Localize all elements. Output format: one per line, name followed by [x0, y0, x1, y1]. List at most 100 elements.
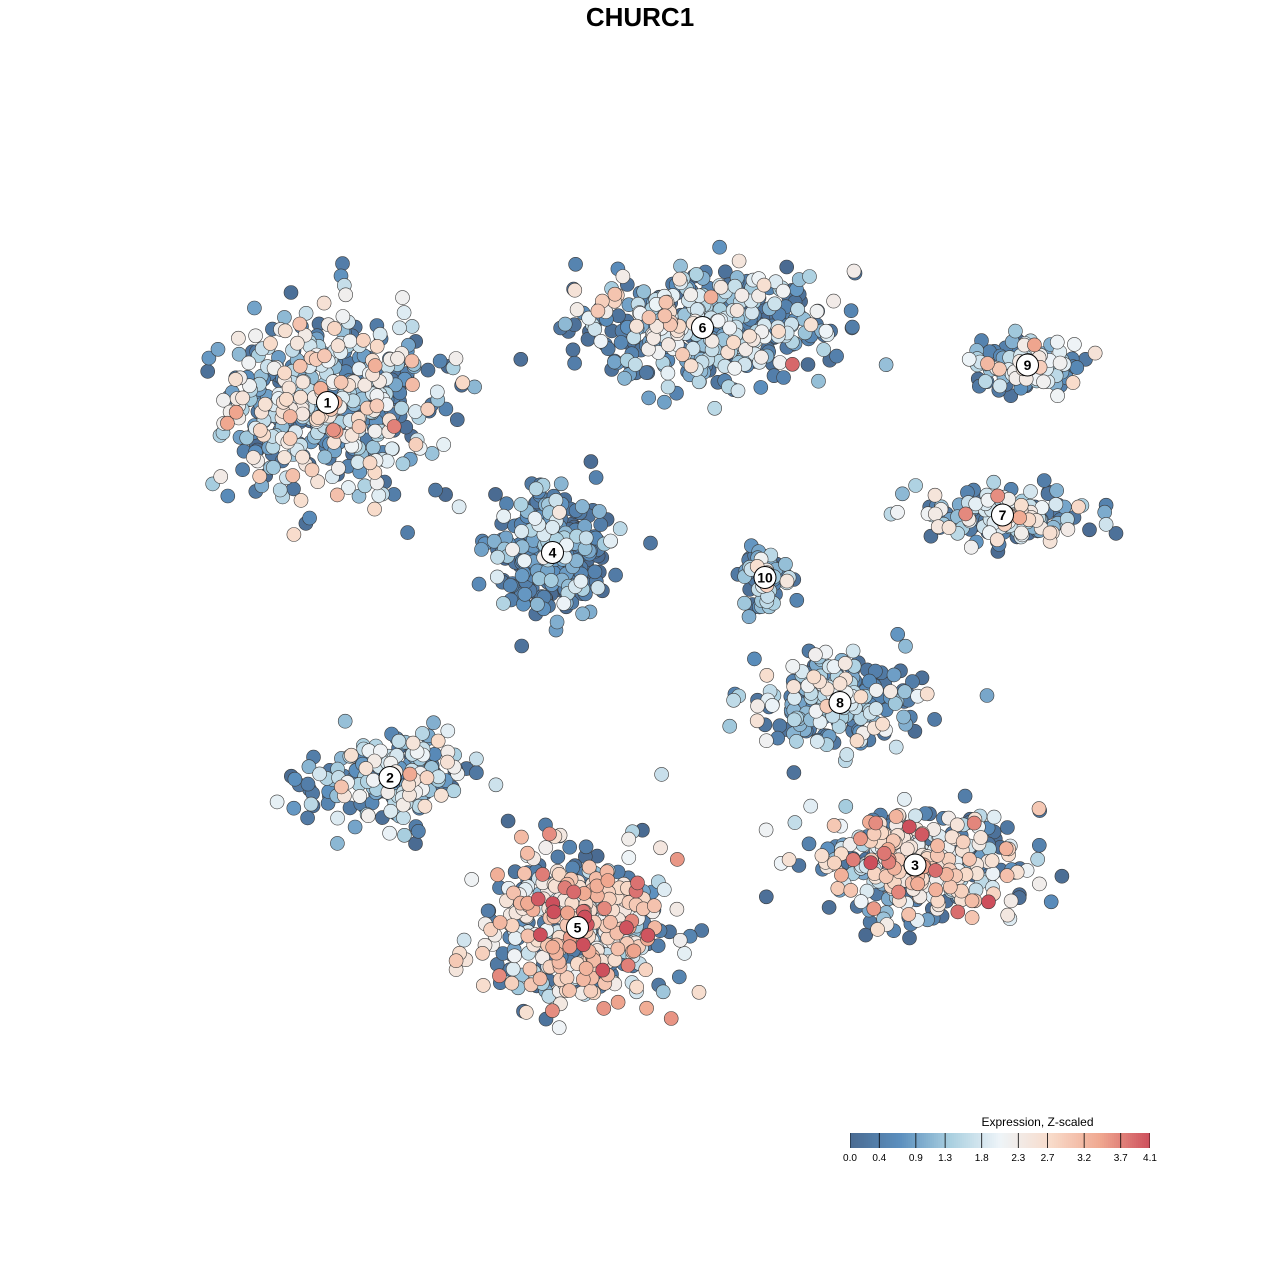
- cell-point: [386, 419, 402, 434]
- cell-point: [764, 698, 780, 713]
- cell-point: [772, 718, 788, 734]
- cell-point: [999, 868, 1015, 883]
- colorbar-segment: [1134, 1133, 1137, 1148]
- colorbar-segment: [920, 1133, 923, 1148]
- cell-point: [257, 396, 273, 412]
- cell-point: [535, 867, 550, 882]
- colorbar-segment: [916, 1133, 919, 1148]
- colorbar-segment: [908, 1133, 911, 1148]
- cell-point: [402, 766, 418, 782]
- cell-point: [530, 596, 545, 612]
- cell-point: [496, 508, 512, 524]
- cluster-label-badge: [378, 766, 402, 789]
- cell-point: [241, 355, 257, 371]
- cell-point: [654, 767, 669, 782]
- cell-point: [514, 568, 530, 583]
- cell-point: [405, 735, 421, 751]
- cell-point: [550, 849, 566, 865]
- cell-point: [597, 901, 612, 916]
- cell-point: [655, 984, 671, 1000]
- cluster-label-badge: [903, 853, 927, 877]
- cell-point: [712, 239, 727, 255]
- cell-point: [808, 647, 823, 663]
- colorbar-segment: [974, 1133, 977, 1148]
- colorbar-segment: [1144, 1133, 1147, 1148]
- cell-point: [371, 488, 387, 503]
- colorbar-segment: [1072, 1133, 1075, 1148]
- cell-point: [369, 338, 385, 354]
- cell-point: [596, 1001, 612, 1016]
- cell-point: [750, 698, 765, 714]
- cell-point: [592, 504, 607, 519]
- cell-point: [404, 319, 420, 334]
- colorbar-segment: [980, 1133, 983, 1148]
- cell-point: [417, 798, 433, 814]
- cell-point: [492, 915, 508, 930]
- cell-point: [513, 351, 529, 367]
- cluster-label-badge: [316, 391, 339, 414]
- colorbar-segment: [1076, 1133, 1079, 1148]
- cell-point: [581, 859, 597, 875]
- colorbar-tick-label: 0.4: [872, 1153, 887, 1164]
- cell-point: [428, 482, 443, 498]
- cell-point: [531, 571, 547, 587]
- colorbar-segment: [996, 1133, 999, 1148]
- cell-point: [955, 834, 971, 850]
- cluster-label-badge: [828, 691, 852, 714]
- cell-point: [630, 875, 645, 891]
- cell-point: [252, 469, 268, 484]
- cell-point: [781, 852, 797, 867]
- cell-point: [778, 556, 793, 572]
- cell-point: [673, 258, 688, 274]
- cell-point: [583, 454, 599, 469]
- cell-point: [538, 840, 554, 855]
- cell-point: [430, 733, 446, 749]
- colorbar-segment: [1012, 1133, 1015, 1148]
- cell-point: [749, 713, 765, 729]
- cell-point: [607, 286, 623, 302]
- colorbar-segment: [970, 1133, 973, 1148]
- cell-point: [738, 342, 753, 357]
- cell-point: [1060, 522, 1076, 537]
- colorbar-segment: [994, 1133, 997, 1148]
- cluster-label-8: 8: [836, 695, 844, 711]
- cell-point: [588, 470, 604, 485]
- cell-point: [741, 609, 757, 625]
- cell-point: [992, 361, 1007, 377]
- cell-point: [490, 867, 505, 883]
- cell-point: [775, 283, 791, 299]
- cell-point: [896, 709, 911, 725]
- cell-point: [928, 863, 943, 878]
- cell-point: [759, 667, 775, 683]
- cell-point: [448, 953, 464, 969]
- cell-point: [726, 335, 741, 350]
- cell-point: [303, 796, 319, 812]
- colorbar-segment: [1100, 1133, 1103, 1148]
- cell-point: [517, 553, 532, 569]
- cell-point: [890, 626, 906, 642]
- cell-point: [789, 592, 805, 608]
- cell-point: [316, 295, 332, 311]
- cell-point: [803, 317, 819, 333]
- cell-point: [358, 761, 374, 776]
- cell-point: [683, 358, 699, 374]
- cell-point: [415, 726, 430, 741]
- cell-point: [552, 504, 567, 520]
- colorbar-segment: [972, 1133, 975, 1148]
- cell-point: [282, 431, 298, 446]
- cell-point: [1031, 801, 1047, 816]
- cell-point: [897, 791, 912, 807]
- cluster-label-badge: [566, 916, 589, 939]
- cell-point: [382, 825, 397, 841]
- cell-point: [277, 450, 292, 465]
- cell-point: [372, 326, 388, 342]
- cell-point: [578, 961, 594, 976]
- cell-point: [330, 836, 345, 851]
- colorbar-segment: [950, 1133, 953, 1148]
- cell-point: [620, 958, 636, 973]
- cell-point: [629, 318, 644, 334]
- cell-point: [843, 303, 859, 319]
- cell-point: [528, 481, 544, 497]
- colorbar-segment: [1064, 1133, 1067, 1148]
- cell-point: [1067, 337, 1082, 352]
